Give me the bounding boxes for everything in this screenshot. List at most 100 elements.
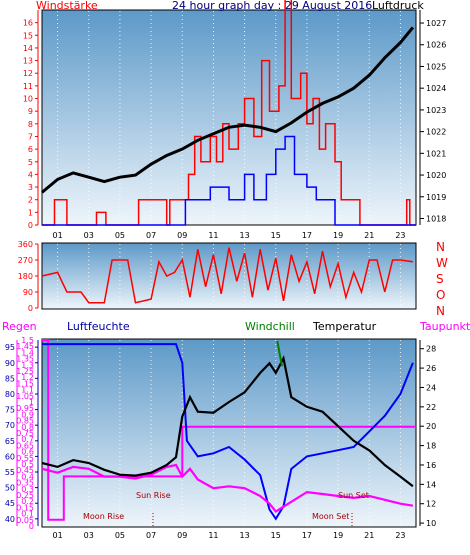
hour-label: 23 [395,531,405,540]
rain-tick-label: 1.05 [16,392,34,401]
temperature-label: Temperatur [312,320,377,333]
hour-label: 01 [52,531,62,540]
temperature-tick-label: 24 [426,383,436,392]
temperature-axis: 10 12 14 16 18 20 22 24 26 28 [419,340,436,528]
direction-tick-label: 90 [23,288,33,297]
hour-label: 17 [302,231,312,240]
wind-tick-label: 4 [28,170,33,179]
rain-tick-label: 0.45 [16,466,34,475]
hour-labels-1: 01 03 05 07 09 11 13 15 17 19 21 23 [52,231,405,240]
direction-tick-label: 360 [18,240,33,249]
hour-label: 11 [208,231,218,240]
temperature-tick-label: 10 [426,519,436,528]
pressure-tick-label: 1027 [426,19,446,28]
rain-tick-label: 0.6 [21,448,34,457]
panel-3-plot [41,338,417,528]
humidity-axis: 40 45 50 55 60 65 70 75 80 85 90 95 [5,340,39,526]
wind-tick-label: 12 [23,69,33,78]
humidity-tick-label: 45 [5,499,15,508]
dewpoint-line [41,463,414,513]
rain-tick-label: 0 [29,522,34,531]
rain-tick-label: 1 [29,398,34,407]
rain-tick-label: 1.5 [21,336,34,345]
pressure-tick-label: 1025 [426,62,446,71]
rain-axis: 00.050.10.150.20.250.30.350.40.450.50.55… [16,336,34,531]
rain-tick-label: 0.9 [21,410,34,419]
temperature-tick-label: 22 [426,403,436,412]
humidity-tick-label: 65 [5,437,15,446]
wind-tick-label: 8 [28,120,33,129]
moon-rise-label: Moon Rise [83,512,124,521]
temperature-tick-label: 26 [426,364,436,373]
wind-tick-label: 9 [28,107,33,116]
rain-tick-label: 0.8 [21,423,34,432]
rain-tick-label: 0.15 [16,503,34,512]
hour-label: 05 [115,231,125,240]
pressure-tick-label: 1018 [426,214,446,223]
page-title: 24 hour graph day : 29 August 2016 [172,0,372,12]
windchill-label: Windchill [245,320,295,333]
hour-label: 05 [115,531,125,540]
temperature-tick-label: 12 [426,500,436,509]
pressure-tick-label: 1019 [426,193,446,202]
wind-gust-line [42,135,416,226]
rain-tick-label: 1.2 [21,373,34,382]
rain-tick-label: 0.55 [16,454,34,463]
rain-tick-label: 0.85 [16,417,34,426]
wind-tick-label: 5 [28,158,33,167]
hour-label: 15 [271,531,281,540]
rain-tick-label: 1.15 [16,379,34,388]
rain-tick-label: 0.65 [16,441,34,450]
pressure-tick-label: 1026 [426,41,446,50]
pressure-axis: 1018 1019 1020 1021 1022 1023 1024 1025 1026 1027 [419,10,446,225]
pressure-tick-label: 1022 [426,128,446,137]
humidity-tick-label: 75 [5,406,15,415]
rain-tick-label: 0.2 [21,497,34,506]
humidity-tick-label: 85 [5,374,15,383]
humidity-tick-label: 55 [5,468,15,477]
rain-tick-label: 1.4 [21,348,34,357]
rain-tick-label: 1.3 [21,361,34,370]
compass-label: W [436,256,448,270]
humidity-tick-label: 90 [5,359,15,368]
windchill-line [276,340,283,367]
pressure-tick-label: 1023 [426,106,446,115]
moon-set-label: Moon Set [312,512,349,521]
compass-label: N [436,304,445,318]
hour-label: 21 [364,231,374,240]
rain-tick-label: 1.1 [21,386,34,395]
pressure-tick-label: 1021 [426,149,446,158]
temperature-tick-label: 20 [426,422,436,431]
wind-tick-label: 3 [28,183,33,192]
humidity-label: Luftfeuchte [67,320,130,333]
humidity-tick-label: 40 [5,515,15,524]
hour-label: 23 [395,231,405,240]
humidity-tick-label: 95 [5,343,15,352]
compass-label: N [436,240,445,254]
direction-tick-label: 0 [28,304,33,313]
compass-label: S [436,272,444,286]
wind-tick-label: 13 [23,57,33,66]
rain-tick-label: 0.25 [16,491,34,500]
hour-label: 21 [364,531,374,540]
wind-tick-label: 7 [28,132,33,141]
wind-tick-label: 11 [23,82,33,91]
panel-2-plot [41,242,417,310]
hour-label: 13 [239,231,249,240]
humidity-tick-label: 60 [5,452,15,461]
rain-line [42,339,416,521]
rain-tick-label: 0.75 [16,429,34,438]
hour-label: 11 [208,531,218,540]
hour-label: 03 [84,231,94,240]
hour-label: 17 [302,531,312,540]
wind-direction-line [41,247,414,304]
pressure-label: Luftdruck [372,0,424,12]
wind-tick-label: 6 [28,145,33,154]
wind-tick-label: 2 [28,196,33,205]
temperature-tick-label: 14 [426,480,436,489]
rain-tick-label: 1.45 [16,342,34,351]
sun-set-label: Sun Set [338,491,369,500]
